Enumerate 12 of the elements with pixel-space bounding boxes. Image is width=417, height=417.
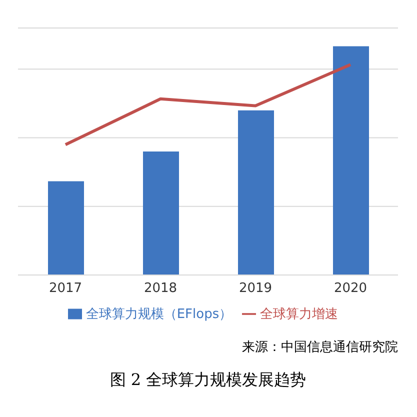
legend-label: 全球算力增速 [260,307,338,322]
legend-label: 全球算力规模（EFlops） [86,307,232,322]
bar [143,152,179,275]
bar [333,46,369,275]
text: 图 2 全球算力规模发展趋势 [108,370,308,391]
bar [48,181,84,275]
x-tick-label: 2018 [144,281,178,296]
x-tick-label: 2019 [238,281,272,296]
source-note: 来源：中国信息通信研究院 [241,339,399,356]
bar [238,110,274,275]
x-tick-label: 2020 [334,281,368,296]
x-tick-label: 2017 [48,281,82,296]
